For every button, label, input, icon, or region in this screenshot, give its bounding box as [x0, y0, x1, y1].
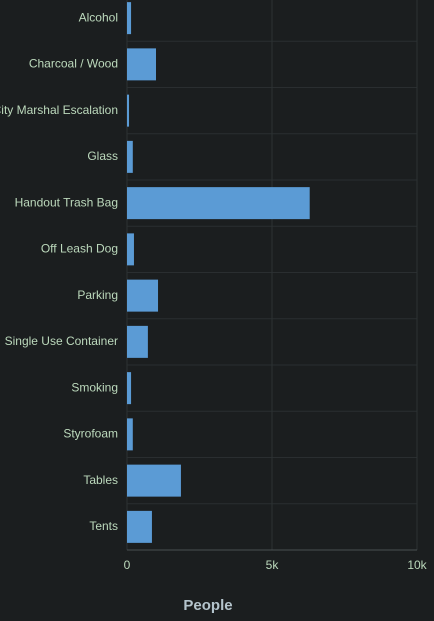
bar — [127, 510, 152, 543]
bar — [127, 94, 130, 127]
y-tick-label: Handout Trash Bag — [15, 195, 118, 209]
y-tick-label: Tables — [83, 473, 118, 487]
y-tick-label: Smoking — [71, 380, 118, 394]
bar — [127, 187, 310, 220]
y-tick-label: Tents — [89, 519, 118, 533]
bar — [127, 48, 156, 81]
bar — [127, 233, 134, 266]
y-tick-label: Glass — [87, 149, 118, 163]
x-tick-label: 10k — [407, 558, 427, 572]
x-axis-title: People — [183, 597, 232, 614]
bar — [127, 279, 159, 312]
y-tick-label: Styrofoam — [63, 427, 118, 441]
y-tick-label: City Marshal Escalation — [0, 103, 118, 117]
bar — [127, 140, 133, 173]
y-tick-label: Alcohol — [79, 10, 118, 24]
y-tick-label: Off Leash Dog — [41, 242, 118, 256]
y-tick-label: Single Use Container — [5, 334, 118, 348]
x-tick-label: 5k — [266, 558, 280, 572]
bar — [127, 464, 181, 497]
bar — [127, 2, 132, 35]
y-tick-label: Charcoal / Wood — [29, 57, 118, 71]
bar — [127, 325, 148, 358]
y-tick-label: Parking — [77, 288, 118, 302]
bar — [127, 372, 132, 405]
x-tick-label: 0 — [124, 558, 131, 572]
bar — [127, 418, 133, 451]
